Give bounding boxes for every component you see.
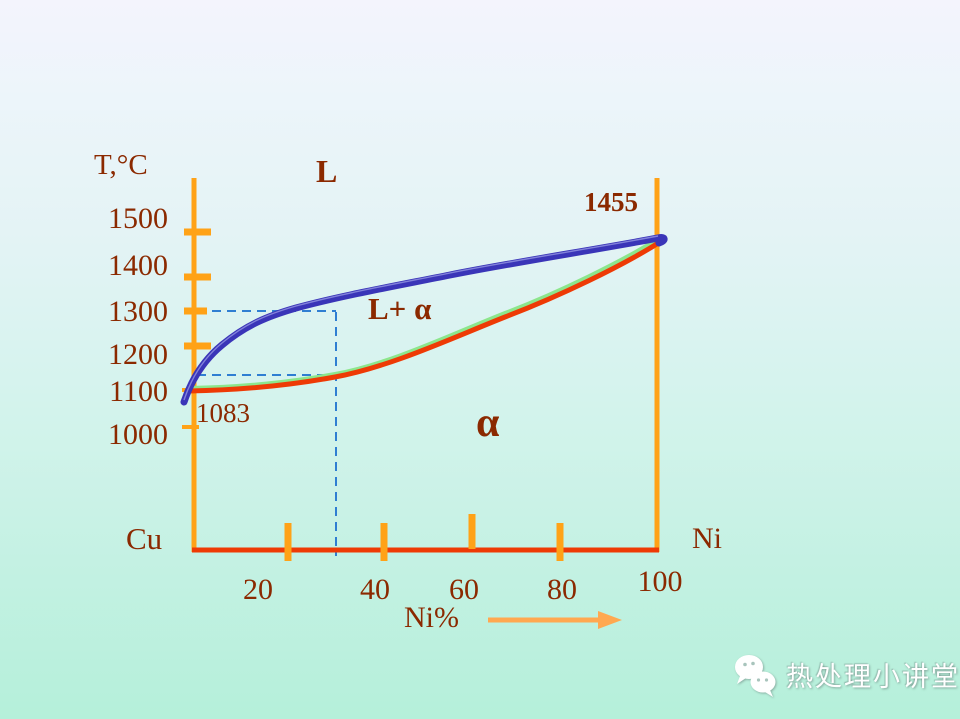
- construction-dashed-lines: [197, 310, 337, 556]
- x-tick-label-100: 100: [637, 565, 683, 598]
- y-tick-label-1300: 1300: [108, 295, 168, 328]
- liquidus-inner-highlight: [183, 235, 659, 401]
- watermark-text: 热处理小讲堂: [786, 661, 960, 693]
- solidus-curve: [186, 239, 663, 394]
- y-tick-label-1100: 1100: [109, 375, 168, 408]
- region-label-two-phase: L+ α: [368, 291, 432, 326]
- y-tick-label-1400: 1400: [108, 249, 168, 282]
- y-tick-label-1000: 1000: [108, 418, 168, 451]
- x-tick-label-80: 80: [547, 573, 577, 606]
- region-label-solid: α: [476, 400, 500, 446]
- y-axis-title: T,°C: [94, 149, 148, 181]
- solidus-highlight-curve: [187, 237, 660, 390]
- wechat-icon: [735, 655, 776, 697]
- ni-percent-arrow: [488, 611, 622, 629]
- x-tick-label-60: 60: [449, 573, 479, 606]
- region-label-liquid: L: [316, 153, 338, 189]
- y-tick-marks: [182, 228, 211, 429]
- x-axis-right-label: Ni: [692, 522, 722, 555]
- cu-melting-point-label: 1083: [196, 398, 250, 428]
- x-tick-label-40: 40: [360, 573, 390, 606]
- x-axis-left-label: Cu: [126, 521, 163, 556]
- y-tick-label-1200: 1200: [108, 338, 168, 371]
- ni-melting-point-label: 1455: [584, 187, 638, 217]
- watermark: 热处理小讲堂: [732, 650, 960, 698]
- x-tick-label-20: 20: [243, 573, 273, 606]
- x-axis-title: Ni%: [404, 601, 459, 634]
- y-tick-label-1500: 1500: [108, 202, 168, 235]
- liquidus-curve: [180, 234, 668, 406]
- x-tick-marks: [284, 514, 564, 561]
